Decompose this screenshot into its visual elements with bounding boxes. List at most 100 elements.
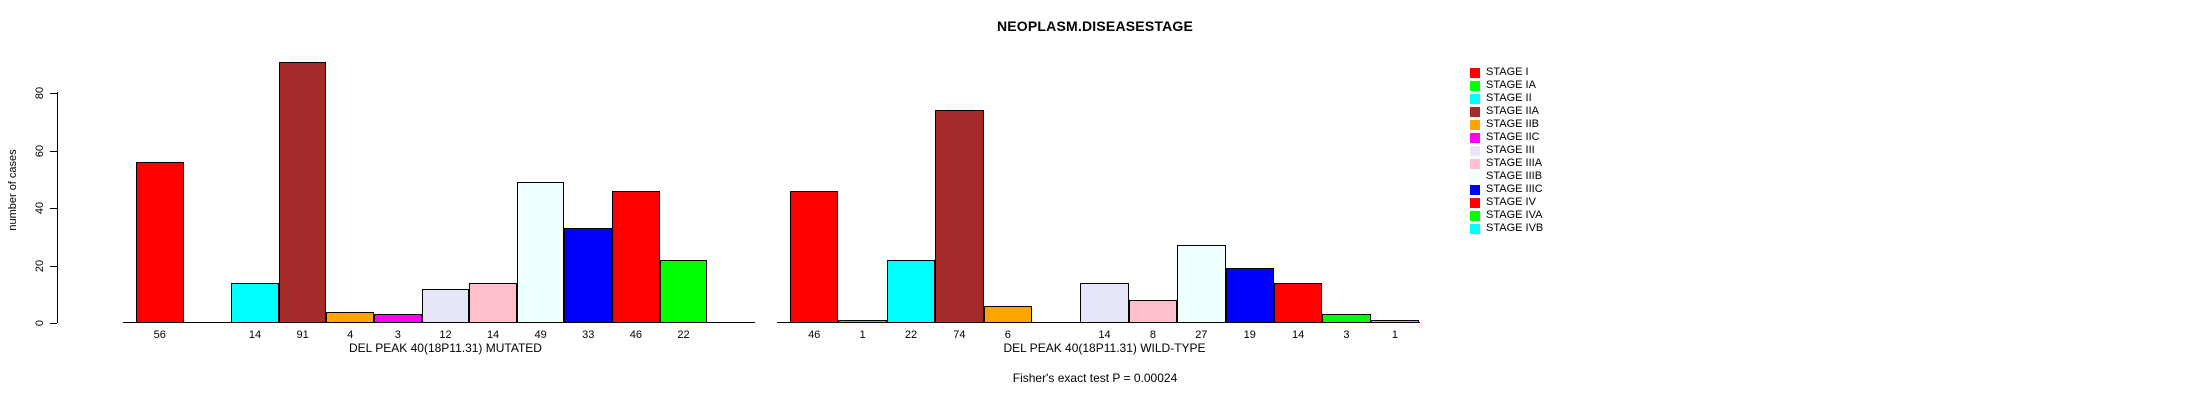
bar-slot-stage-ii: 22: [886, 50, 936, 341]
group-title-wild-type: DEL PEAK 40(18P11.31) WILD-TYPE: [1003, 341, 1206, 355]
chart-title: NEOPLASM.DISEASESTAGE: [996, 18, 1194, 34]
y-tick-label: 80: [34, 86, 46, 100]
legend-swatch-stage-iia: [1470, 106, 1480, 117]
bar-slot-stage-iva: 22: [659, 50, 708, 341]
legend-label-stage-iiia: STAGE IIIA: [1486, 157, 1543, 169]
bar-count-stage-iva: 3: [1343, 329, 1350, 341]
bar-count-stage-iia: 91: [296, 329, 309, 341]
x-axis-baseline-mutated: [123, 322, 755, 323]
legend-item: STAGE IIA: [1470, 105, 1543, 118]
bar-slot-stage-iiib: 49: [516, 50, 565, 341]
bar-count-stage-iiia: 14: [486, 329, 500, 341]
bar-count-stage-iiic: 33: [582, 329, 595, 341]
legend-swatch-stage-ivb: [1470, 223, 1480, 234]
bar-count-stage-iv: 14: [1291, 329, 1305, 341]
y-axis-label: number of cases: [7, 149, 19, 231]
legend: STAGE I STAGE IA STAGE II STAGE IIA STAGE II…: [1470, 66, 1543, 235]
legend-label-stage-ia: STAGE IA: [1486, 79, 1536, 91]
legend-swatch-stage-iiia: [1470, 158, 1480, 169]
legend-label-stage-iv: STAGE IV: [1486, 196, 1536, 208]
legend-item: STAGE I: [1470, 66, 1543, 79]
legend-label-stage-iva: STAGE IVA: [1486, 209, 1543, 221]
legend-label-stage-i: STAGE I: [1486, 66, 1529, 78]
bar-slot-stage-ivb: [707, 50, 755, 323]
legend-swatch-stage-iva: [1470, 210, 1480, 221]
legend-item: STAGE IIIB: [1470, 170, 1543, 183]
y-tick-label: 0: [34, 319, 46, 327]
bar-count-stage-i: 46: [808, 329, 821, 341]
bar-stage-iv: [612, 190, 660, 323]
bar-chart-mutated: 56 14 91 4 3 12 14 49 33 46 22: [136, 50, 755, 341]
group-title-mutated: DEL PEAK 40(18P11.31) MUTATED: [349, 341, 542, 355]
y-axis-line: [57, 92, 58, 323]
legend-swatch-stage-iiib: [1470, 171, 1480, 182]
bar-stage-iib: [983, 305, 1032, 323]
legend-label-stage-ivb: STAGE IVB: [1486, 222, 1544, 234]
bar-stage-iiic: [564, 228, 613, 323]
bar-slot-stage-iv: 14: [1273, 50, 1323, 341]
legend-swatch-stage-iic: [1470, 132, 1480, 143]
bar-stage-iiib: [516, 182, 565, 323]
bar-slot-stage-iic: 3: [374, 50, 422, 341]
y-tick-label: 40: [34, 201, 46, 215]
legend-label-stage-ii: STAGE II: [1486, 92, 1532, 104]
bar-count-stage-ii: 14: [248, 329, 262, 341]
bar-count-stage-i: 56: [153, 329, 166, 341]
x-axis-baseline-wild-type: [777, 322, 1420, 323]
bar-count-stage-iic: 3: [394, 329, 401, 341]
bar-slot-stage-i: 46: [790, 50, 839, 341]
bar-stage-iia: [935, 110, 984, 323]
bar-count-stage-iii: 14: [1098, 329, 1111, 341]
y-tick-mark: [50, 265, 57, 267]
y-tick-mark: [50, 150, 57, 152]
legend-label-stage-iic: STAGE IIC: [1486, 131, 1540, 143]
y-tick-mark: [50, 93, 57, 95]
bar-stage-iiia: [1128, 300, 1178, 323]
bar-slot-stage-iiib: 27: [1177, 50, 1226, 341]
bar-slot-stage-ia: 1: [838, 50, 887, 341]
legend-swatch-stage-ia: [1470, 80, 1480, 91]
bar-slot-stage-iva: 3: [1322, 50, 1371, 341]
legend-item: STAGE IVB: [1470, 222, 1543, 235]
y-tick-label: 60: [34, 144, 46, 157]
bar-slot-stage-iv: 46: [612, 50, 660, 341]
bar-count-stage-iiib: 49: [534, 329, 547, 341]
bar-slot-stage-i: 56: [136, 50, 184, 341]
legend-label-stage-iii: STAGE III: [1486, 144, 1535, 156]
bar-count-stage-iib: 6: [1004, 329, 1011, 341]
bar-slot-stage-iic: [1032, 50, 1080, 323]
legend-swatch-stage-iv: [1470, 197, 1480, 208]
bar-count-stage-iia: 74: [953, 329, 966, 341]
legend-swatch-stage-iii: [1470, 145, 1480, 156]
legend-item: STAGE II: [1470, 92, 1543, 105]
bar-stage-iii: [1080, 282, 1129, 323]
bar-stage-i: [790, 190, 839, 323]
bar-count-stage-ivb: 1: [1391, 329, 1398, 341]
bar-stage-ii: [231, 282, 279, 323]
legend-item: STAGE IV: [1470, 196, 1543, 209]
legend-item: STAGE IIC: [1470, 131, 1543, 144]
legend-swatch-stage-ii: [1470, 93, 1480, 104]
bar-count-stage-iva: 22: [677, 329, 690, 341]
y-tick-mark: [50, 208, 57, 210]
bar-count-stage-ii: 22: [904, 329, 918, 341]
bar-count-stage-iiia: 8: [1149, 329, 1156, 341]
bar-stage-i: [136, 162, 184, 323]
bar-slot-stage-iiia: 14: [469, 50, 517, 341]
bar-slot-stage-ia: [184, 50, 232, 323]
legend-label-stage-iib: STAGE IIB: [1486, 118, 1539, 130]
bar-slot-stage-iii: 14: [1080, 50, 1129, 341]
bar-slot-stage-iib: 6: [983, 50, 1032, 341]
legend-item: STAGE III: [1470, 144, 1543, 157]
bar-count-stage-iib: 4: [347, 329, 354, 341]
bar-slot-stage-iiic: 19: [1225, 50, 1274, 341]
legend-item: STAGE IA: [1470, 79, 1543, 92]
bar-stage-ii: [886, 259, 936, 323]
y-tick-mark: [50, 323, 57, 324]
bar-stage-iiic: [1225, 268, 1274, 323]
bar-slot-stage-iia: 74: [935, 50, 984, 341]
bar-chart-wild-type: 46 1 22 74 6 14 8 27 19 14 3 1: [790, 50, 1420, 341]
bar-slot-stage-iib: 4: [326, 50, 375, 341]
bar-slot-stage-iiia: 8: [1128, 50, 1178, 341]
